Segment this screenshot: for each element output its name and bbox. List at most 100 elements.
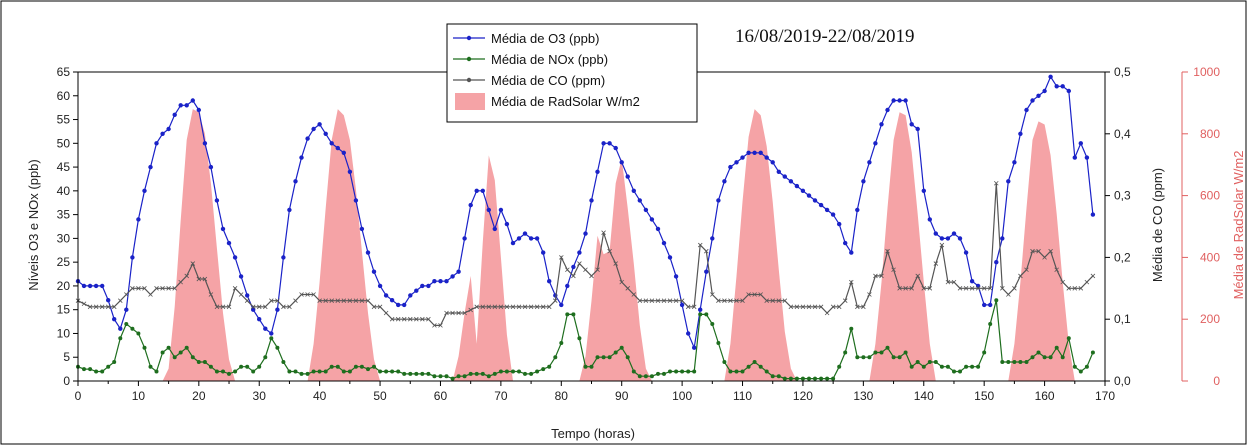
point-co-36	[293, 298, 298, 303]
point-nox-164	[1066, 336, 1071, 341]
point-nox-17	[178, 350, 183, 355]
point-nox-81	[565, 312, 570, 317]
point-nox-97	[662, 371, 666, 376]
point-co-20	[196, 276, 202, 282]
point-o3-76	[534, 236, 540, 241]
point-o3-29	[251, 307, 256, 312]
x-tick-label-6: 60	[434, 389, 448, 403]
point-o3-116	[776, 169, 781, 174]
point-co-135	[891, 267, 896, 273]
point-nox-127	[843, 350, 848, 355]
point-co-93	[637, 298, 643, 303]
y-tick-label-10: 50	[57, 136, 71, 150]
point-nox-56	[414, 371, 419, 376]
x-tick-label-12: 120	[793, 389, 813, 403]
point-nox-105	[710, 322, 715, 326]
x-tick-label-8: 80	[555, 389, 569, 403]
x-tick-label-17: 170	[1095, 389, 1115, 403]
point-nox-147	[964, 364, 969, 369]
point-co-58	[426, 316, 431, 322]
point-nox-166	[1078, 369, 1083, 374]
point-nox-102	[692, 369, 697, 374]
point-o3-127	[843, 240, 848, 246]
point-o3-39	[311, 126, 316, 132]
point-nox-86	[595, 355, 600, 360]
point-o3-135	[891, 98, 896, 103]
point-o3-82	[571, 264, 576, 270]
point-o3-23	[214, 198, 220, 203]
point-nox-137	[903, 350, 908, 355]
point-nox-38	[305, 371, 310, 376]
point-nox-143	[939, 364, 944, 369]
point-co-14	[160, 286, 165, 291]
point-o3-74	[522, 231, 528, 236]
point-co-16	[172, 286, 177, 291]
point-nox-123	[819, 376, 824, 381]
point-co-62	[450, 310, 455, 316]
point-co-127	[842, 298, 848, 303]
point-co-123	[818, 304, 824, 310]
point-co-15	[166, 286, 171, 291]
point-co-134	[885, 248, 890, 254]
point-nox-148	[970, 364, 975, 369]
point-co-70	[498, 304, 504, 310]
point-co-151	[987, 286, 993, 291]
point-nox-15	[166, 345, 171, 350]
point-nox-134	[885, 345, 890, 350]
point-co-92	[631, 292, 637, 297]
point-o3-18	[184, 103, 189, 108]
point-nox-118	[788, 376, 793, 381]
point-o3-168	[1090, 212, 1096, 217]
point-co-87	[601, 230, 606, 235]
point-o3-132	[873, 141, 878, 146]
point-o3-6	[112, 317, 117, 322]
radsolar-area-0	[162, 109, 236, 381]
x-tick-label-13: 130	[853, 389, 873, 403]
point-co-130	[861, 304, 866, 310]
point-o3-136	[897, 98, 902, 103]
point-co-81	[565, 267, 570, 273]
point-co-103	[697, 242, 703, 248]
point-nox-60	[438, 374, 443, 379]
point-nox-115	[770, 374, 775, 379]
point-co-18	[184, 273, 190, 279]
point-co-136	[897, 286, 902, 291]
point-nox-98	[668, 369, 672, 374]
point-o3-15	[166, 126, 171, 132]
y-axis-title-left: Níveis O3 e NOx (ppb)	[26, 159, 41, 291]
point-o3-50	[377, 283, 383, 289]
point-co-82	[571, 273, 576, 279]
point-nox-61	[444, 374, 449, 379]
point-co-26	[232, 286, 238, 291]
point-o3-84	[583, 231, 588, 236]
point-co-137	[903, 286, 908, 291]
point-co-129	[855, 304, 860, 310]
point-co-148	[969, 286, 975, 291]
point-o3-48	[365, 250, 371, 255]
point-co-85	[589, 273, 594, 279]
point-o3-66	[474, 188, 479, 193]
point-o3-80	[559, 302, 564, 308]
point-nox-146	[958, 369, 962, 374]
point-co-79	[552, 298, 558, 303]
point-nox-48	[366, 367, 370, 372]
point-o3-83	[577, 250, 582, 255]
point-o3-156	[1018, 131, 1023, 136]
point-nox-139	[915, 360, 920, 364]
point-o3-70	[498, 207, 504, 213]
point-co-46	[353, 298, 359, 303]
point-co-89	[613, 261, 618, 266]
point-o3-55	[408, 293, 413, 298]
point-nox-108	[728, 369, 733, 374]
y-tick-label-3: 15	[57, 303, 71, 317]
point-nox-27	[239, 364, 244, 369]
legend-label-3: Média de RadSolar W/m2	[491, 94, 640, 109]
point-co-63	[456, 310, 461, 316]
point-co-131	[867, 292, 872, 297]
point-o3-12	[148, 164, 153, 170]
point-co-132	[873, 273, 878, 279]
point-nox-39	[311, 369, 316, 374]
point-co-157	[1024, 267, 1029, 273]
co-tick-label-0: 0,0	[1114, 374, 1131, 388]
point-co-99	[673, 298, 679, 303]
